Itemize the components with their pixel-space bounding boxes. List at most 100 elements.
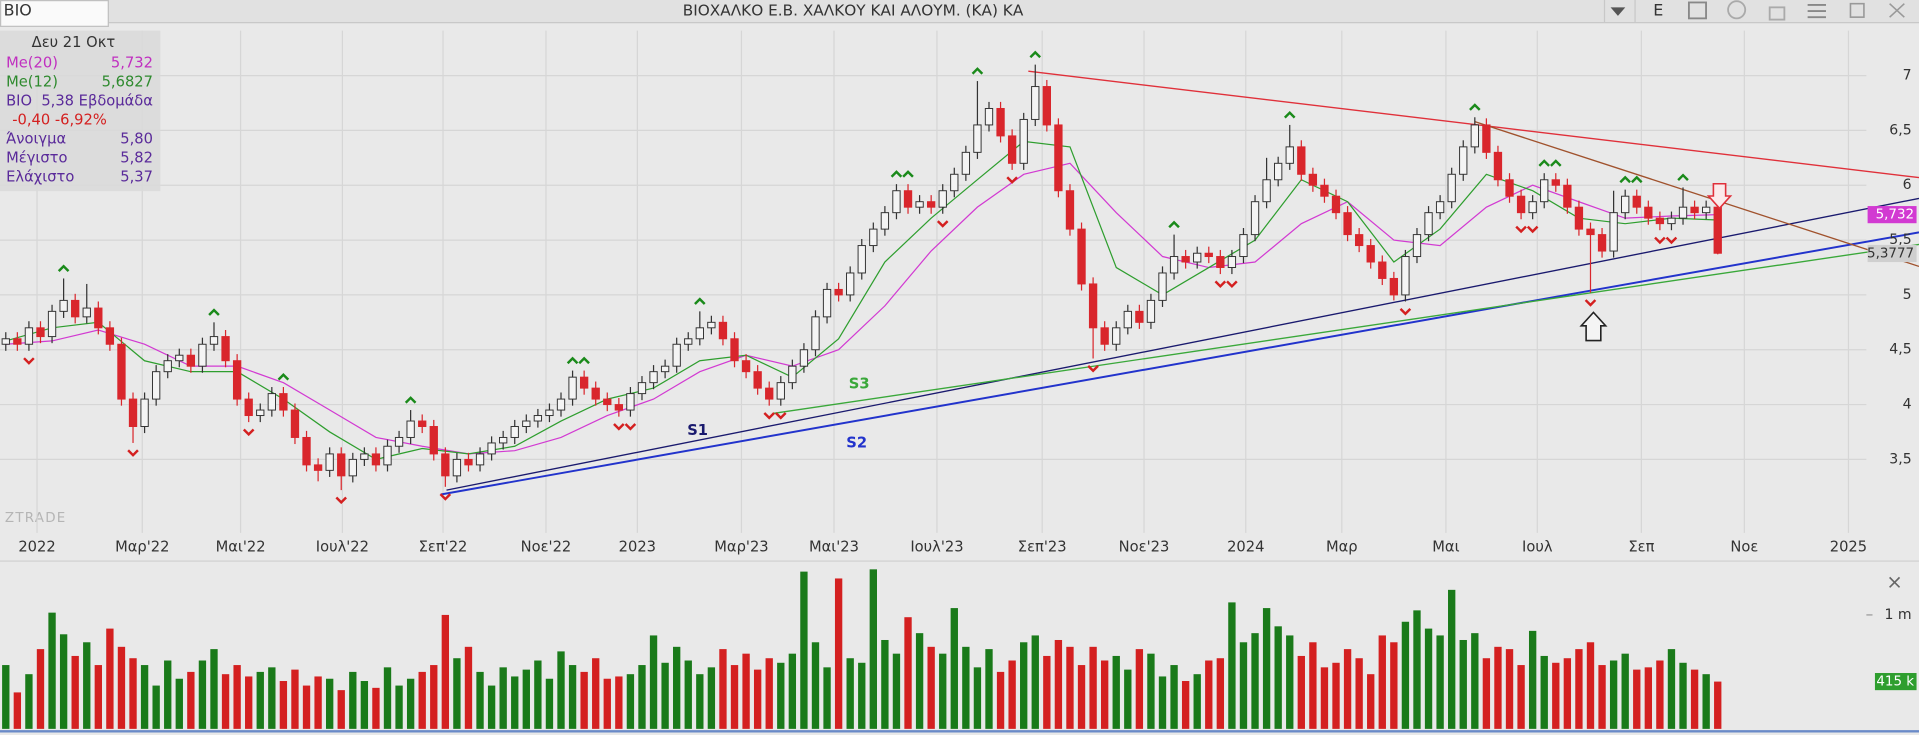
volume-bar	[1621, 653, 1629, 729]
candle-body	[429, 426, 438, 455]
candle-body	[718, 321, 728, 340]
x-tick-label: Ιουλ	[1522, 539, 1553, 556]
volume-bar	[858, 662, 866, 729]
volume-bar	[1332, 662, 1340, 729]
volume-bar	[1448, 589, 1456, 729]
y-tick-label: 4,5	[1889, 342, 1911, 358]
candle-body	[869, 228, 878, 247]
fractal-up	[902, 170, 914, 178]
candle-body	[1007, 135, 1017, 164]
fractal-up	[1630, 175, 1643, 184]
volume-bar	[372, 687, 380, 729]
value-tag	[1867, 244, 1917, 263]
candle-body	[1412, 234, 1422, 258]
candle-body	[1459, 146, 1468, 175]
y-tick-label: 3,5	[1889, 451, 1911, 467]
volume-bar	[175, 678, 183, 729]
fractal-down	[127, 449, 139, 457]
symbol-box[interactable]	[0, 0, 109, 27]
volume-bar	[777, 662, 785, 729]
volume-bar	[441, 614, 450, 729]
x-tick-label: 2022	[18, 539, 55, 556]
volume-bar	[430, 665, 438, 729]
volume-bar	[950, 608, 958, 729]
volume-bar	[1598, 665, 1606, 729]
volume-bar	[291, 669, 299, 729]
volume-bar	[418, 671, 426, 729]
volume-bar	[684, 660, 692, 729]
save-icon[interactable]	[1687, 1, 1707, 20]
lock-icon[interactable]	[1768, 6, 1786, 21]
volume-bar	[742, 653, 750, 729]
fractal-up	[404, 396, 417, 404]
candle-body	[499, 436, 508, 444]
volume-bar	[36, 649, 45, 729]
candle-body	[1262, 179, 1271, 203]
y-tick-label: 5,5	[1889, 232, 1911, 248]
fractal-up	[971, 67, 984, 75]
volume-bar	[511, 676, 519, 729]
comment-icon[interactable]	[1727, 0, 1747, 20]
volume	[2, 569, 1722, 729]
candle-body	[1493, 151, 1503, 181]
fractal-up	[1550, 159, 1562, 167]
candle-body	[1216, 256, 1225, 268]
candle-body	[1655, 217, 1665, 225]
volume-bar	[1714, 681, 1722, 729]
volume-bar	[800, 571, 808, 729]
candle-body	[1227, 256, 1237, 268]
menu-icon[interactable]	[1807, 3, 1826, 19]
volume-bar	[557, 651, 565, 729]
close-icon[interactable]	[1889, 3, 1905, 18]
candle-body	[105, 327, 115, 345]
fractal-up	[1168, 220, 1180, 229]
symbol[interactable]: BIO	[4, 1, 32, 20]
volume-bar	[1355, 658, 1363, 729]
volume-bar	[1320, 667, 1329, 729]
volume-bar	[1262, 608, 1271, 729]
candle-body	[1574, 206, 1584, 230]
candle-body	[1586, 228, 1595, 236]
trend-label: S1	[687, 422, 708, 439]
y-tick-label: 6	[1903, 177, 1912, 193]
volume-bar	[985, 649, 993, 729]
candle-body	[961, 151, 971, 175]
volume-bar	[245, 676, 253, 729]
trend-label: S2	[846, 434, 867, 451]
candle-body	[1528, 201, 1537, 214]
volume-bar	[140, 665, 149, 729]
candle-body	[776, 382, 785, 400]
candle-body	[579, 376, 589, 389]
candle-body	[360, 453, 369, 460]
y-tick-label: 6,5	[1889, 122, 1911, 138]
candle-body	[1366, 245, 1375, 263]
mode-button[interactable]: E	[1653, 1, 1663, 20]
volume-bar	[302, 685, 311, 729]
volume-bar	[1112, 655, 1120, 729]
candle-body	[36, 327, 45, 338]
fractal-up	[1283, 110, 1296, 119]
close-volume[interactable]: ×	[1886, 571, 1902, 594]
info-box	[0, 30, 161, 192]
candle-body	[302, 436, 311, 466]
candle-body	[1331, 195, 1341, 214]
candle-body	[1065, 190, 1075, 230]
volume-bar	[94, 665, 102, 729]
volume-bar	[904, 617, 912, 729]
candle-body	[1031, 86, 1040, 120]
candle-body	[822, 288, 832, 318]
candle-body	[1204, 252, 1213, 258]
volume-bar	[1482, 658, 1491, 729]
volume-bar	[534, 660, 542, 729]
volume-bar	[1656, 660, 1664, 729]
volume-bar	[1540, 655, 1548, 729]
volume-bar	[962, 646, 970, 729]
volume-bar	[996, 671, 1005, 729]
candle-body	[290, 409, 300, 438]
dropdown-icon[interactable]	[1610, 7, 1626, 16]
x-tick-label: 2024	[1227, 539, 1264, 556]
fractal-down	[1526, 225, 1539, 234]
candle-body	[452, 458, 462, 477]
restore-icon[interactable]	[1849, 2, 1865, 18]
